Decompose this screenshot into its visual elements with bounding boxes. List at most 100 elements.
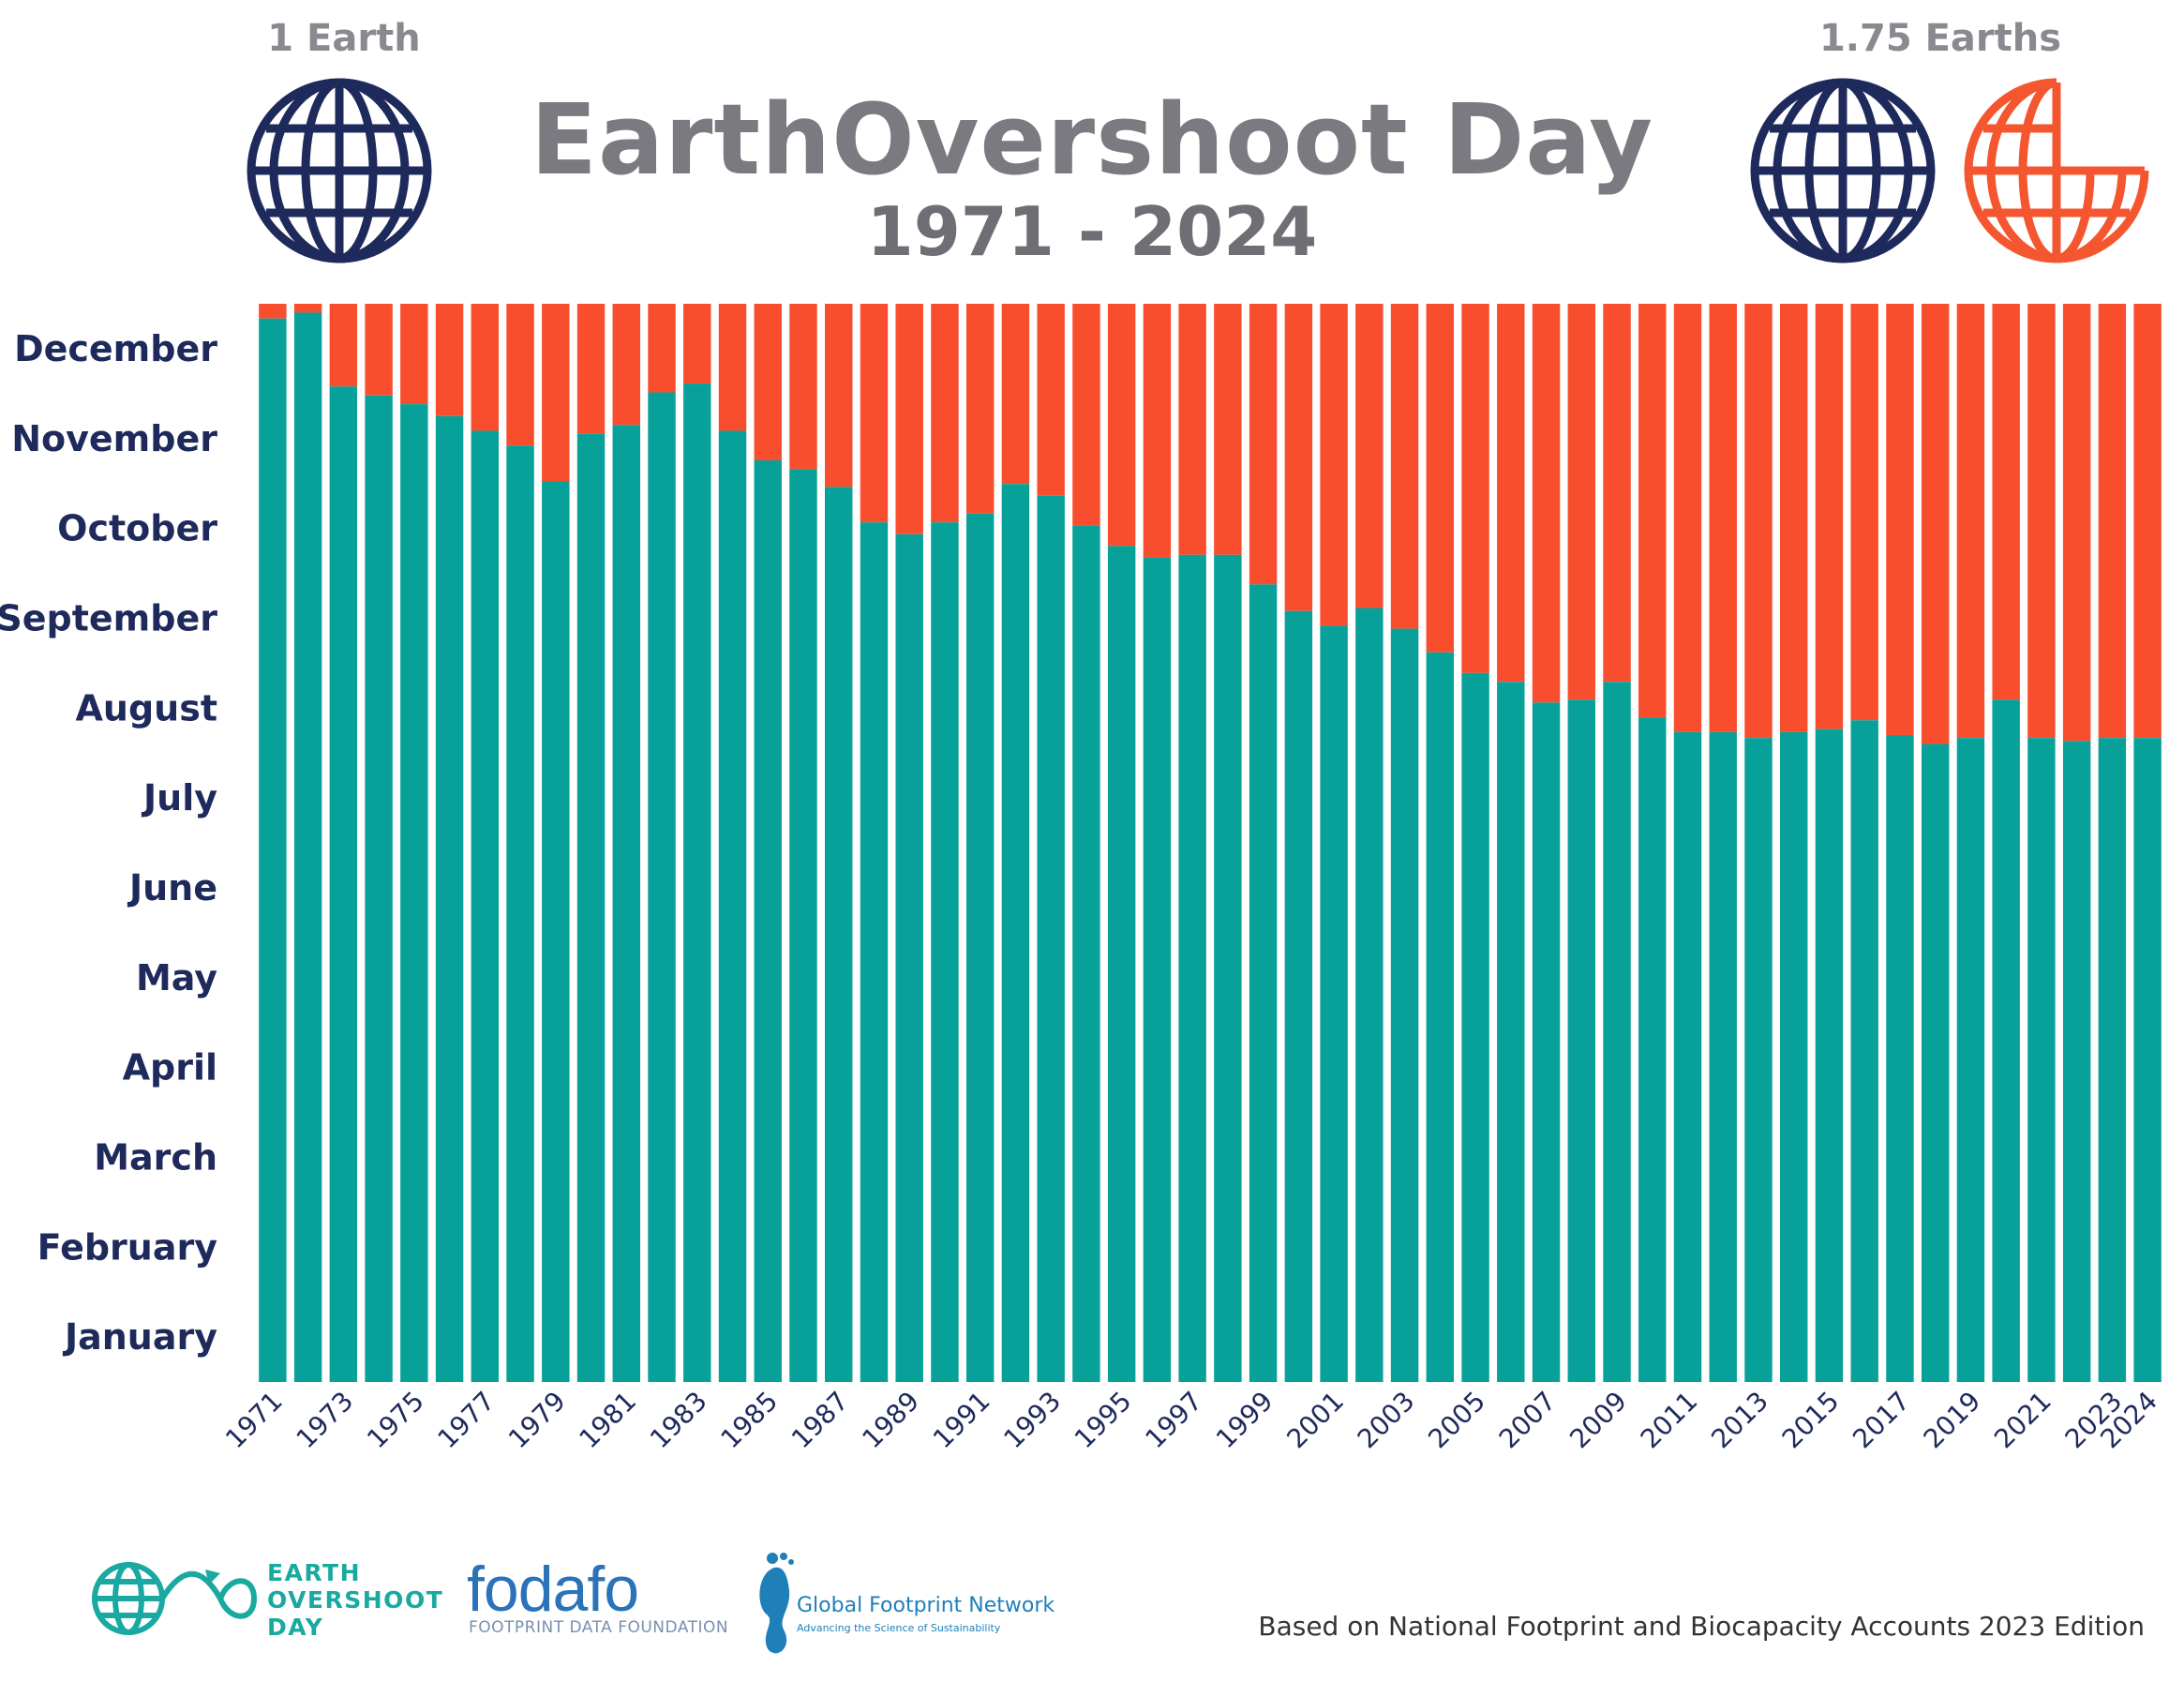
y-tick-label: April [123,1047,217,1089]
bar-overshoot-1987 [825,304,853,488]
bar-overshoot-1993 [1037,304,1065,496]
bar-overshoot-2015 [1815,304,1844,729]
x-tick-label: 2011 [1635,1386,1704,1455]
x-tick-label: 1993 [997,1386,1067,1455]
earth-globe-icon-full [1750,78,1936,263]
fodafo-wordmark: fodafo [467,1554,639,1625]
bar-overshoot-1983 [683,304,711,384]
x-tick-label: 1987 [785,1386,855,1455]
bar-overshoot-1976 [435,304,464,416]
bar-overshoot-1990 [931,304,959,523]
bar-overshoot-1986 [789,304,817,470]
bar-overshoot-2022 [2062,304,2091,742]
bar-1975 [400,404,428,1382]
bar-1991 [965,513,995,1382]
bar-overshoot-2024 [2133,304,2162,739]
bar-1995 [1107,546,1136,1382]
x-tick-label: 1997 [1139,1386,1208,1455]
bar-1972 [293,312,322,1383]
bar-overshoot-1992 [1001,304,1030,485]
bar-overshoot-2011 [1673,304,1702,732]
bar-overshoot-2004 [1426,304,1455,653]
bar-2009 [1603,682,1631,1382]
bar-1992 [1001,484,1030,1382]
bar-overshoot-2013 [1744,304,1773,739]
eod-line-1: EARTH [267,1559,362,1586]
x-tick-label: 2009 [1563,1386,1633,1455]
bar-overshoot-2002 [1355,304,1384,608]
bar-1980 [576,433,606,1382]
bar-overshoot-1973 [329,304,358,387]
bar-2018 [1921,743,1950,1382]
bar-1993 [1037,495,1065,1382]
bar-2007 [1532,702,1561,1382]
bar-2013 [1744,738,1773,1382]
bar-overshoot-1974 [365,304,393,396]
bar-2015 [1815,728,1844,1382]
x-tick-label: 1981 [574,1386,643,1455]
bar-2010 [1638,717,1667,1382]
bar-overshoot-1979 [542,304,570,482]
bar-overshoot-1981 [612,304,640,426]
x-tick-label: 1975 [361,1386,430,1455]
earth-overshoot-day-logo-icon [92,1562,258,1635]
bar-overshoot-2023 [2098,304,2127,739]
x-tick-label: 1973 [291,1386,360,1455]
bar-2023 [2098,738,2127,1382]
bar-2020 [1992,699,2020,1382]
y-tick-label: August [76,687,218,728]
bar-1973 [329,386,358,1382]
earth-globe-icon [247,78,432,263]
y-tick-label: July [141,777,217,818]
bar-2001 [1320,625,1348,1382]
footprint-icon [759,1553,794,1654]
bar-overshoot-1994 [1072,304,1100,526]
bar-overshoot-2020 [1992,304,2020,700]
bar-1994 [1072,525,1100,1382]
eod-line-2: OVERSHOOT [267,1586,444,1614]
x-tick-label: 1995 [1069,1386,1138,1455]
y-tick-label: May [136,957,217,999]
bar-1979 [542,481,570,1382]
bar-1986 [789,469,817,1382]
y-tick-label: March [94,1136,217,1178]
eod-line-3: DAY [267,1614,324,1641]
bar-2002 [1355,608,1384,1382]
bar-overshoot-2010 [1638,304,1667,718]
x-tick-label: 1985 [714,1386,784,1455]
globe-label-many-earths: 1.75 Earths [1818,17,2062,60]
bar-1996 [1143,557,1172,1382]
gfn-tagline: Advancing the Science of Sustainability [797,1622,1001,1634]
bar-overshoot-2003 [1390,304,1419,629]
bar-1997 [1178,554,1206,1382]
bar-overshoot-1988 [860,304,889,523]
bar-2019 [1956,738,1985,1382]
bar-1977 [471,430,500,1382]
bar-overshoot-1999 [1249,304,1278,585]
x-tick-label: 1977 [432,1386,501,1455]
bar-overshoot-2016 [1850,304,1878,721]
bar-1983 [683,383,711,1382]
bar-1976 [435,415,464,1382]
bar-overshoot-1996 [1143,304,1172,558]
bar-overshoot-1989 [895,304,923,534]
x-tick-label: 1989 [856,1386,925,1455]
bar-overshoot-1995 [1107,304,1136,547]
bar-2011 [1673,731,1702,1382]
bar-1999 [1249,584,1278,1382]
bar-overshoot-1991 [965,304,995,514]
bar-overshoot-2000 [1284,304,1313,611]
x-axis-labels: 1971 1973 1975 1977 1979 1981 1983 1985 1987 1989… [219,1386,2163,1455]
bar-1984 [718,430,747,1382]
x-tick-label: 2017 [1847,1386,1916,1455]
x-tick-label: 2001 [1280,1386,1350,1455]
bar-2017 [1886,735,1914,1382]
y-tick-label: November [11,418,217,459]
bar-overshoot-1997 [1178,304,1206,555]
bar-2006 [1497,682,1525,1382]
gfn-wordmark: Global Footprint Network [797,1594,1055,1617]
bar-overshoot-2007 [1532,304,1561,703]
bar-overshoot-1977 [471,304,500,431]
bar-overshoot-2018 [1921,304,1950,744]
y-tick-label: June [127,867,217,909]
